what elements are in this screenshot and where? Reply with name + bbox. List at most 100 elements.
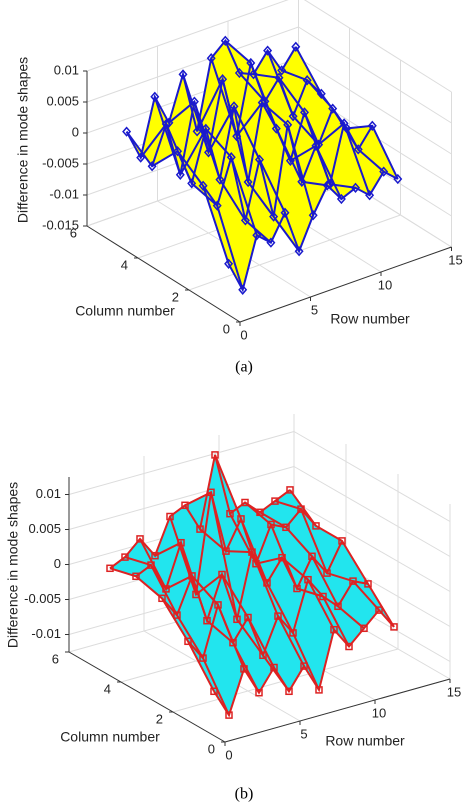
marker xyxy=(151,551,159,560)
marker xyxy=(224,258,234,269)
marker xyxy=(293,584,301,593)
z-tick-label: 0.01 xyxy=(36,486,61,501)
marker xyxy=(289,629,297,637)
marker xyxy=(162,585,170,593)
marker xyxy=(122,126,132,137)
x-tick-label: 10 xyxy=(378,277,392,292)
marker xyxy=(187,178,197,189)
marker xyxy=(210,687,218,696)
marker xyxy=(181,501,189,510)
marker xyxy=(345,642,353,651)
marker xyxy=(248,548,256,556)
marker xyxy=(212,200,222,211)
x-tick-label: 5 xyxy=(311,302,318,317)
marker xyxy=(229,101,239,112)
marker xyxy=(166,512,174,521)
marker xyxy=(270,663,278,672)
marker xyxy=(375,606,383,614)
axis-line xyxy=(86,225,241,323)
z-tick-label: -0.015 xyxy=(42,217,79,232)
grid-line xyxy=(188,214,401,291)
z-tick-label: 0.01 xyxy=(54,62,79,77)
marker xyxy=(277,65,287,76)
marker xyxy=(189,96,199,107)
marker xyxy=(360,624,368,633)
marker xyxy=(274,612,282,620)
marker xyxy=(132,572,140,581)
x-tick-label: 15 xyxy=(448,252,462,267)
marker xyxy=(351,182,360,193)
marker xyxy=(177,538,185,547)
marker xyxy=(161,118,171,130)
marker xyxy=(297,505,305,513)
marker xyxy=(226,509,234,518)
z-tick-label: -0.01 xyxy=(31,626,61,641)
marker xyxy=(300,662,308,670)
marker xyxy=(238,284,248,295)
marker xyxy=(263,579,271,587)
z-axis-label: Difference in mode shapes xyxy=(15,57,31,223)
marker xyxy=(222,547,230,555)
marker xyxy=(252,230,262,241)
mesh-line xyxy=(109,567,215,692)
z-tick-label: -0.005 xyxy=(42,155,79,170)
marker xyxy=(260,96,270,107)
mesh-line xyxy=(196,76,300,252)
marker xyxy=(266,237,276,248)
mesh-line xyxy=(139,122,244,291)
marker xyxy=(203,616,211,625)
marker xyxy=(225,711,233,719)
marker xyxy=(226,152,236,163)
grid-line xyxy=(68,431,295,495)
x-tick-label: 15 xyxy=(447,684,461,699)
marker xyxy=(249,69,258,80)
mesh-line xyxy=(274,500,380,611)
marker xyxy=(285,687,293,696)
marker xyxy=(192,590,200,599)
marker xyxy=(323,569,331,577)
marker xyxy=(240,215,250,226)
x-tick-label: 0 xyxy=(225,747,232,762)
marker xyxy=(342,123,352,134)
marker xyxy=(211,451,219,459)
marker xyxy=(311,140,321,151)
marker xyxy=(255,154,264,165)
marker xyxy=(198,180,208,191)
x-tick-label: 5 xyxy=(300,726,307,741)
y-tick-label: 2 xyxy=(156,711,163,726)
marker xyxy=(271,497,279,505)
marker xyxy=(314,139,324,150)
x-tick-label: 0 xyxy=(240,327,247,342)
marker xyxy=(184,637,192,646)
marker xyxy=(308,552,316,561)
marker xyxy=(121,553,129,561)
mesh-line xyxy=(214,454,320,691)
y-tick-label: 0 xyxy=(208,741,215,756)
marker xyxy=(234,67,244,79)
marker xyxy=(256,508,264,517)
marker xyxy=(334,602,342,611)
mesh-line xyxy=(294,46,399,180)
marker xyxy=(259,651,267,660)
y-tick-label: 6 xyxy=(52,651,59,666)
marker xyxy=(199,654,207,662)
marker xyxy=(192,126,202,137)
marker xyxy=(278,553,286,562)
marker xyxy=(280,207,290,218)
marker xyxy=(390,623,398,631)
grid-line xyxy=(68,466,295,530)
marker xyxy=(240,665,248,673)
marker xyxy=(196,525,204,533)
y-axis-label: Column number xyxy=(60,729,160,745)
marker xyxy=(218,570,226,579)
z-tick-label: -0.005 xyxy=(24,591,61,606)
marker xyxy=(304,575,312,584)
mesh-line xyxy=(169,516,275,668)
axis-line xyxy=(68,651,226,743)
z-tick-label: 0 xyxy=(72,124,79,139)
marker xyxy=(294,246,304,257)
marker xyxy=(241,498,249,507)
marker xyxy=(291,41,301,52)
x-axis-label: Row number xyxy=(330,311,410,327)
marker xyxy=(349,577,357,585)
